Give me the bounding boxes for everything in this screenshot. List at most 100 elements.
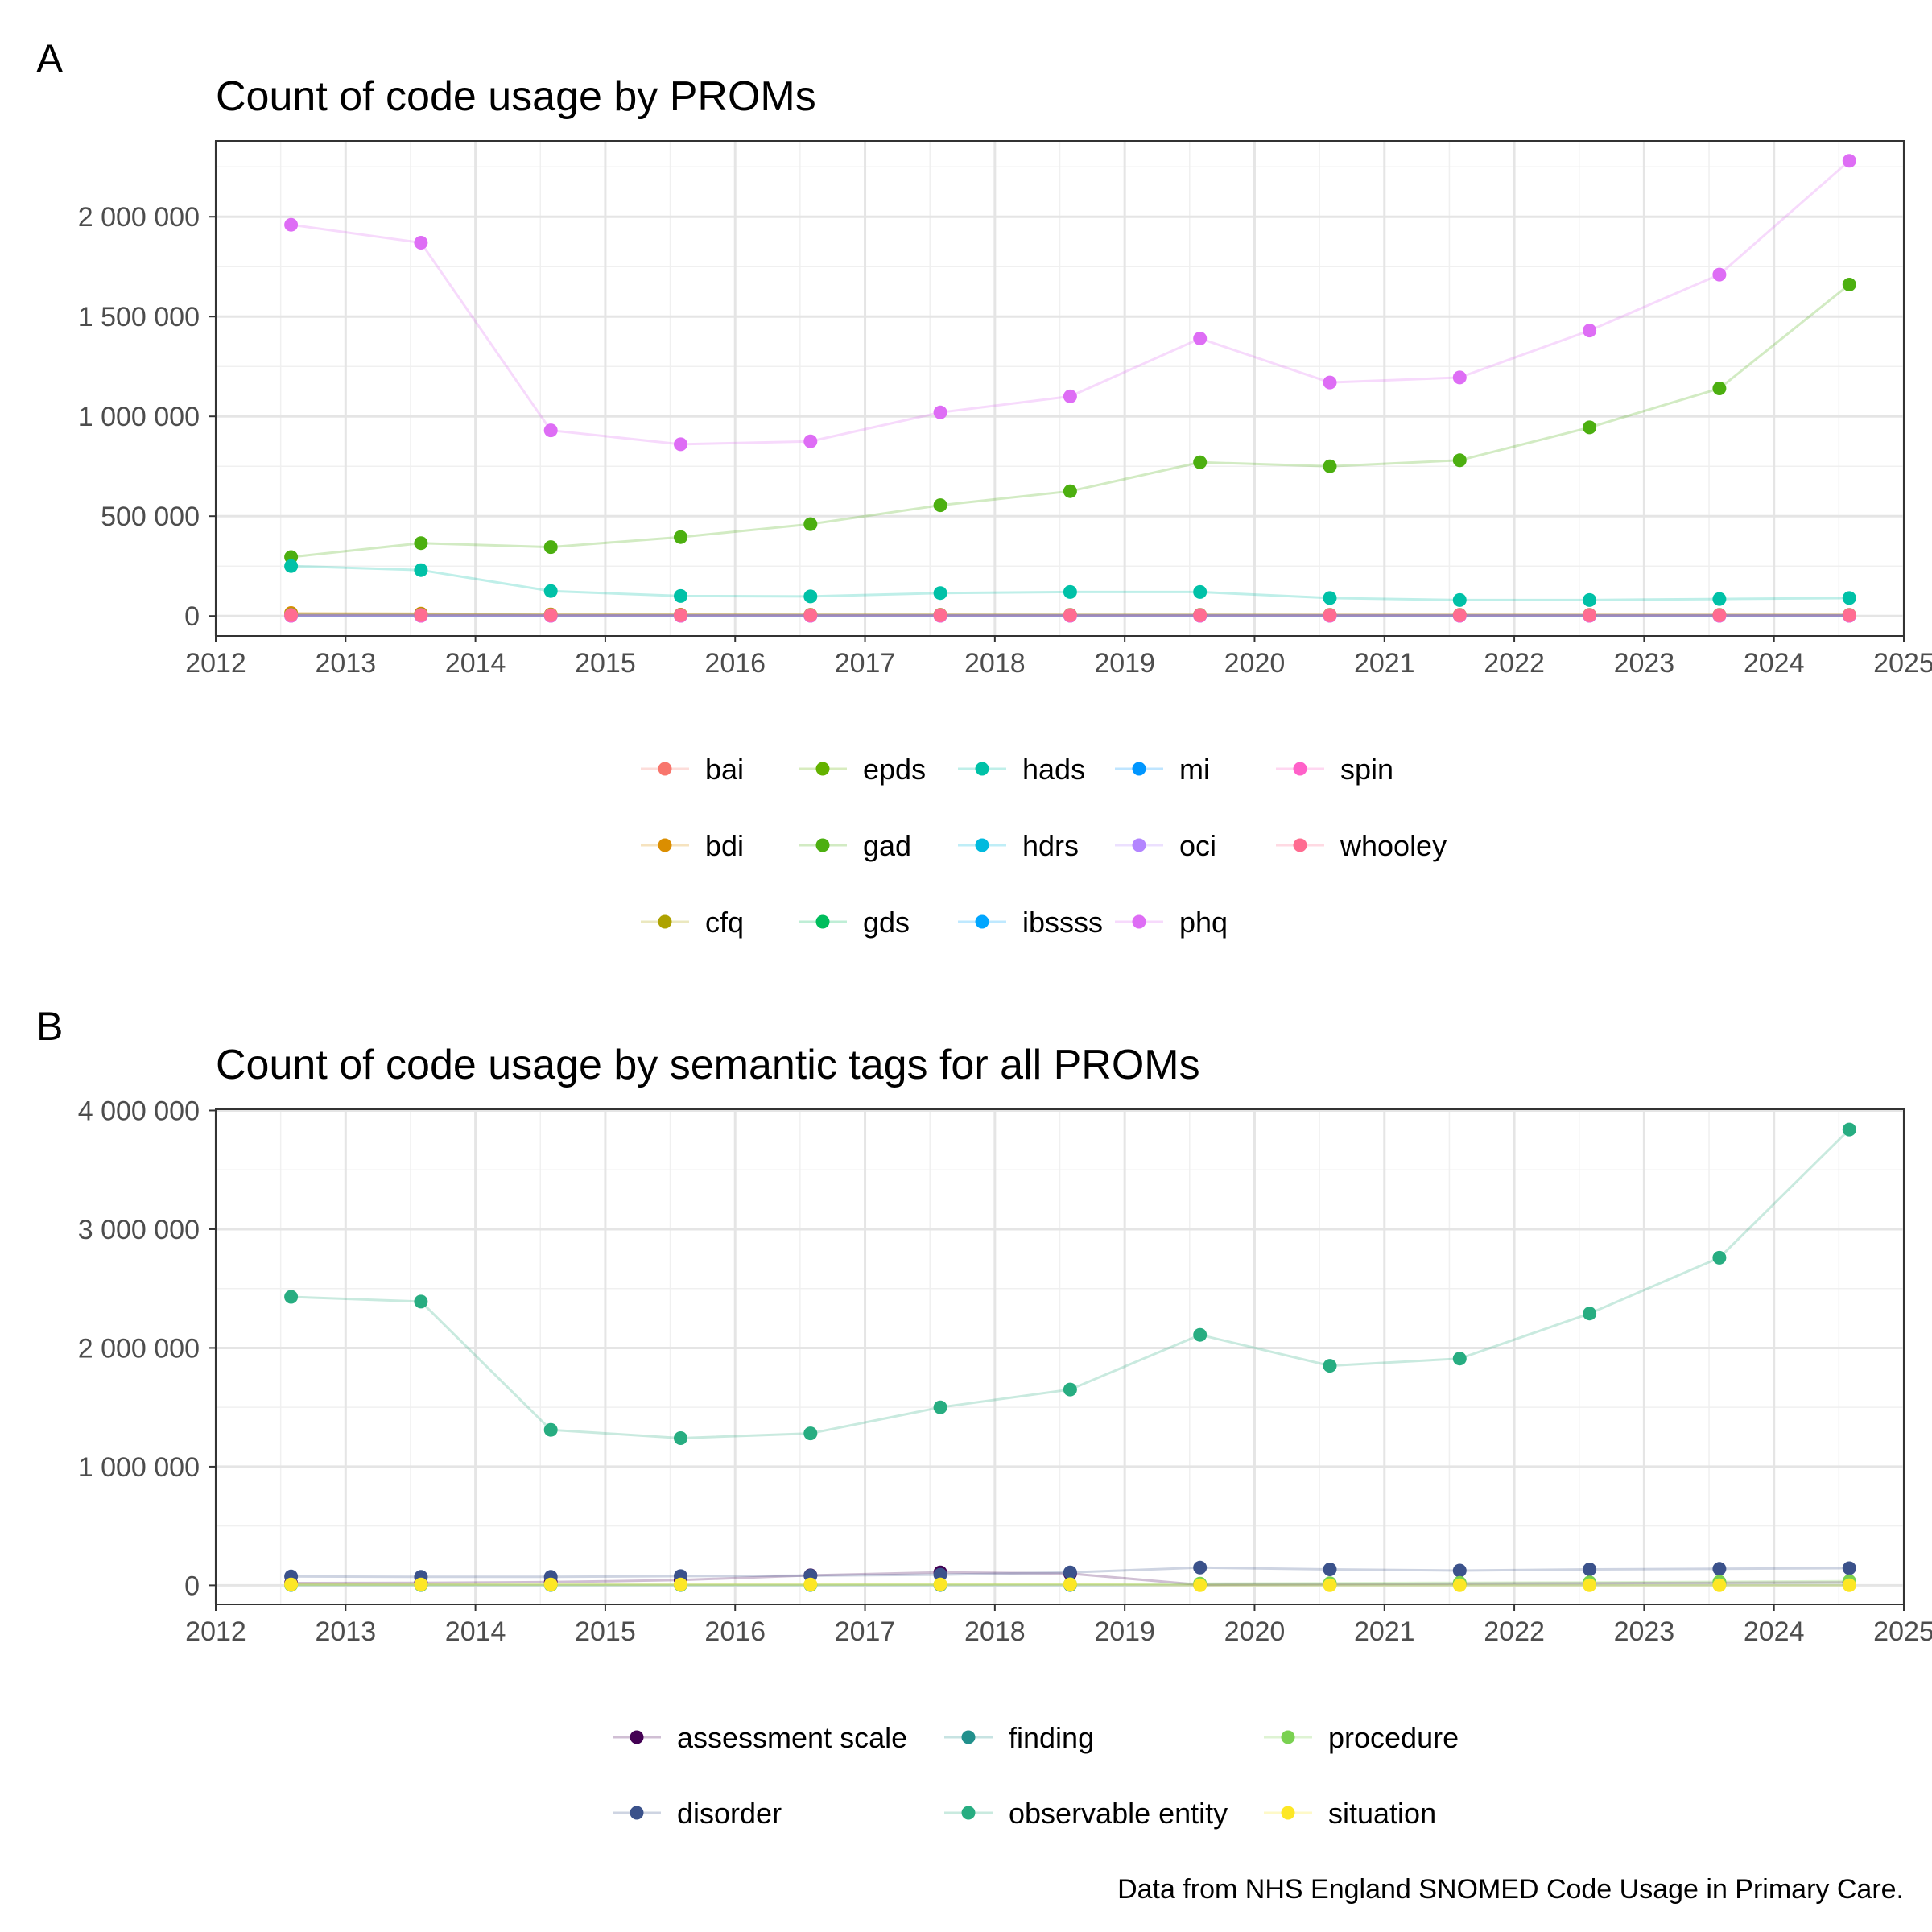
data-point-gad: [543, 540, 558, 555]
chart-panel-b: 0 1 000 000 2 000 000 3 000 000 4 000 000 201…: [78, 1096, 1932, 1647]
legend-key-point: [961, 1730, 976, 1744]
data-point-hads: [1063, 584, 1077, 599]
data-point-hads: [1452, 592, 1467, 607]
data-point-phq: [284, 217, 299, 232]
data-point-observable-entity: [1063, 1382, 1077, 1397]
data-point-situation: [1193, 1578, 1208, 1592]
legend-label: disorder: [677, 1797, 782, 1830]
data-point-phq: [1063, 389, 1077, 403]
legend-item-assessment-scale: assessment scale: [613, 1721, 907, 1754]
legend-b: assessment scale disorder finding observabl…: [613, 1721, 1459, 1830]
data-point-whooley: [1842, 608, 1856, 622]
legend-item-observable-entity: observable entity: [944, 1797, 1228, 1830]
x-tick-label: 2023: [1614, 1616, 1675, 1647]
y-tick-label: 500 000: [101, 502, 200, 532]
legend-label: mi: [1179, 753, 1210, 786]
data-point-situation: [933, 1577, 947, 1591]
legend-item-finding: finding: [944, 1721, 1094, 1754]
x-tick-label: 2016: [704, 648, 766, 679]
x-tick-label: 2018: [964, 648, 1026, 679]
data-point-situation: [543, 1577, 558, 1591]
caption: Data from NHS England SNOMED Code Usage …: [1117, 1874, 1904, 1905]
data-point-gad: [1583, 420, 1597, 435]
data-point-observable-entity: [1193, 1327, 1208, 1342]
legend-a: bai bdi cfq epds gad gds hads hdrs ibssss mi oci ph…: [641, 753, 1447, 939]
plot-title-b: Count of code usage by semantic tags for…: [216, 1042, 1200, 1088]
legend-key-point: [975, 838, 989, 852]
panel-letter-a: A: [36, 36, 64, 81]
data-point-phq: [1323, 375, 1337, 390]
x-tick-label: 2018: [964, 1616, 1026, 1647]
data-point-whooley: [1712, 608, 1727, 622]
plot-border-b: [215, 1108, 1905, 1605]
panel-letter-b: B: [36, 1004, 63, 1049]
data-point-whooley: [1452, 608, 1467, 622]
y-tick-label: 1 000 000: [78, 402, 200, 432]
data-point-hads: [674, 588, 687, 603]
legend-key-point: [1132, 762, 1146, 776]
data-point-phq: [1452, 370, 1467, 385]
data-point-observable-entity: [1452, 1352, 1467, 1366]
data-point-situation: [1063, 1577, 1077, 1591]
legend-key-point: [975, 914, 989, 929]
data-point-observable-entity: [803, 1426, 818, 1441]
legend-item-bdi: bdi: [641, 829, 744, 862]
legend-item-hdrs: hdrs: [958, 829, 1079, 862]
data-point-phq: [1583, 324, 1597, 338]
data-point-gad: [1712, 382, 1727, 395]
legend-label: bdi: [705, 829, 744, 862]
data-point-phq: [1842, 154, 1856, 168]
legend-key-point: [1281, 1730, 1295, 1744]
data-point-whooley: [933, 608, 947, 622]
legend-label: whooley: [1340, 829, 1447, 862]
legend-label: observable entity: [1009, 1797, 1228, 1830]
legend-item-gad: gad: [799, 829, 911, 862]
data-point-hads: [803, 589, 818, 604]
x-tick-label: 2014: [445, 648, 506, 679]
legend-label: situation: [1328, 1797, 1436, 1830]
y-tick-label: 2 000 000: [78, 202, 200, 233]
chart-panel-a: 0 500 000 1 000 000 1 500 000 2 000 000 2012 2…: [78, 140, 1932, 679]
x-tick-label: 2022: [1484, 648, 1545, 679]
legend-label: finding: [1009, 1721, 1094, 1754]
legend-label: bai: [705, 753, 744, 786]
legend-item-disorder: disorder: [613, 1797, 782, 1830]
data-point-gad: [674, 530, 687, 544]
data-point-observable-entity: [1583, 1307, 1597, 1321]
data-point-hads: [1583, 592, 1597, 607]
legend-label: phq: [1179, 906, 1228, 939]
y-tick-label: 1 000 000: [78, 1452, 200, 1483]
data-point-whooley: [1193, 608, 1208, 622]
legend-key-point: [1281, 1806, 1295, 1820]
data-point-gad: [803, 517, 818, 531]
x-tick-label: 2022: [1484, 1616, 1545, 1647]
data-point-gad: [1063, 484, 1077, 498]
x-tick-label: 2016: [704, 1616, 766, 1647]
data-point-whooley: [1323, 608, 1337, 622]
x-tick-label: 2025: [1873, 648, 1932, 679]
legend-item-mi: mi: [1115, 753, 1210, 786]
x-tick-label: 2020: [1224, 1616, 1286, 1647]
x-tick-label: 2021: [1354, 648, 1415, 679]
data-point-phq: [1193, 332, 1208, 345]
data-point-whooley: [284, 608, 299, 622]
data-point-observable-entity: [1842, 1122, 1856, 1137]
data-point-phq: [1712, 267, 1727, 282]
data-point-hads: [1193, 584, 1208, 599]
data-point-observable-entity: [674, 1431, 687, 1445]
data-point-disorder: [1712, 1562, 1727, 1576]
legend-label: spin: [1340, 753, 1393, 786]
legend-label: assessment scale: [677, 1721, 907, 1754]
legend-label: gad: [863, 829, 911, 862]
y-tick-label: 1 500 000: [78, 302, 200, 332]
data-point-observable-entity: [414, 1294, 428, 1309]
data-point-observable-entity: [1712, 1250, 1727, 1265]
data-point-gad: [1193, 455, 1208, 469]
data-point-hads: [1712, 592, 1727, 606]
y-tick-label: 3 000 000: [78, 1215, 200, 1245]
data-point-situation: [1583, 1578, 1597, 1592]
legend-key-point: [658, 762, 672, 776]
legend-label: epds: [863, 753, 926, 786]
data-point-situation: [803, 1577, 818, 1591]
